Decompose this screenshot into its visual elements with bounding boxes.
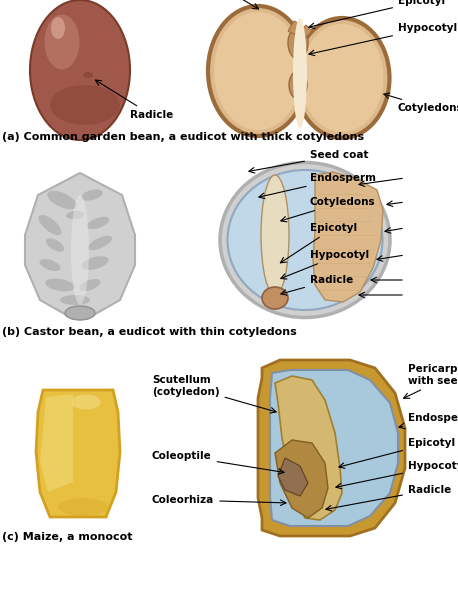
Text: Radicle: Radicle	[95, 80, 173, 120]
Ellipse shape	[80, 279, 100, 291]
Ellipse shape	[262, 287, 288, 309]
Text: (a) Common garden bean, a eudicot with thick cotyledons: (a) Common garden bean, a eudicot with t…	[2, 132, 364, 142]
Ellipse shape	[293, 18, 307, 128]
Ellipse shape	[87, 217, 109, 229]
Text: Epicotyl: Epicotyl	[339, 438, 455, 468]
Ellipse shape	[47, 191, 77, 209]
Ellipse shape	[208, 6, 308, 136]
Text: Endosperm: Endosperm	[399, 413, 458, 428]
Polygon shape	[270, 370, 398, 526]
Polygon shape	[258, 360, 405, 536]
Polygon shape	[296, 25, 312, 39]
Text: Epicotyl: Epicotyl	[280, 223, 357, 263]
Ellipse shape	[44, 14, 80, 70]
Text: Radicle: Radicle	[326, 485, 451, 511]
Ellipse shape	[214, 12, 302, 130]
Text: Hypocotyl: Hypocotyl	[281, 250, 369, 279]
Text: Epicotyl: Epicotyl	[309, 0, 445, 29]
Ellipse shape	[51, 17, 65, 39]
Text: Seed coat: Seed coat	[249, 150, 369, 173]
Text: Coleorhiza: Coleorhiza	[152, 495, 286, 506]
Ellipse shape	[71, 395, 101, 409]
Polygon shape	[275, 376, 342, 520]
Polygon shape	[25, 173, 135, 317]
Text: Radicle: Radicle	[281, 275, 353, 295]
Ellipse shape	[289, 71, 307, 99]
Polygon shape	[278, 458, 308, 496]
Ellipse shape	[58, 498, 108, 516]
Ellipse shape	[38, 215, 61, 235]
Ellipse shape	[46, 238, 64, 251]
Ellipse shape	[66, 211, 84, 219]
Polygon shape	[313, 172, 383, 302]
Ellipse shape	[82, 190, 103, 200]
Ellipse shape	[30, 0, 130, 140]
Text: Hypocotyl: Hypocotyl	[309, 23, 457, 56]
Ellipse shape	[60, 295, 90, 305]
Ellipse shape	[39, 259, 60, 271]
Ellipse shape	[50, 85, 120, 125]
Ellipse shape	[261, 175, 289, 295]
Polygon shape	[36, 390, 120, 517]
Ellipse shape	[83, 72, 93, 78]
Text: (b) Castor bean, a eudicot with thin cotyledons: (b) Castor bean, a eudicot with thin cot…	[2, 327, 297, 337]
Polygon shape	[40, 394, 73, 492]
Text: Cotyledons: Cotyledons	[281, 197, 376, 222]
Ellipse shape	[45, 278, 75, 292]
Polygon shape	[288, 21, 302, 35]
Ellipse shape	[65, 306, 95, 320]
Ellipse shape	[288, 27, 308, 59]
Text: Cotyledons: Cotyledons	[384, 93, 458, 113]
Ellipse shape	[220, 163, 390, 317]
Text: Scutellum
(cotyledon): Scutellum (cotyledon)	[152, 375, 276, 413]
Text: Coleoptile: Coleoptile	[152, 451, 284, 474]
Ellipse shape	[294, 18, 389, 138]
Polygon shape	[275, 440, 328, 518]
Text: Seed coat: Seed coat	[191, 0, 259, 9]
Text: Endosperm: Endosperm	[259, 173, 376, 199]
Ellipse shape	[71, 195, 89, 305]
Ellipse shape	[88, 236, 112, 250]
Text: Hypocotyl: Hypocotyl	[336, 461, 458, 489]
Text: (c) Maize, a monocot: (c) Maize, a monocot	[2, 532, 132, 542]
Text: Pericarp fused
with seed coat: Pericarp fused with seed coat	[403, 364, 458, 398]
Ellipse shape	[82, 256, 109, 270]
Ellipse shape	[228, 170, 382, 310]
Ellipse shape	[300, 24, 383, 132]
